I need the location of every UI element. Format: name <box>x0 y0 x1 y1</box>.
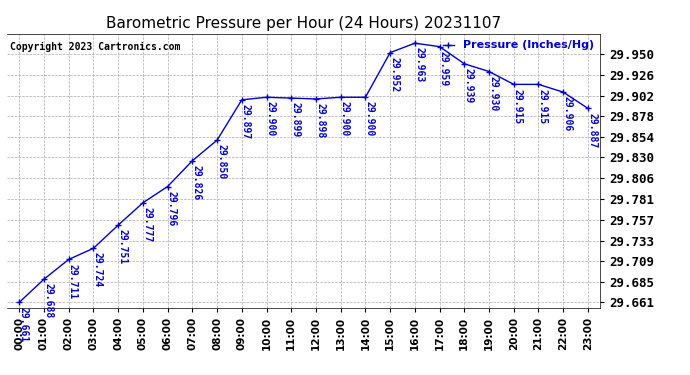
Text: 29.898: 29.898 <box>315 103 325 138</box>
Text: 29.959: 29.959 <box>439 51 449 86</box>
Pressure (Inches/Hg) <box>362 95 370 99</box>
Pressure (Inches/Hg) <box>262 95 270 99</box>
Text: 29.900: 29.900 <box>340 101 350 136</box>
Pressure (Inches/Hg) <box>386 50 394 55</box>
Text: 29.751: 29.751 <box>117 229 128 264</box>
Pressure (Inches/Hg) <box>237 98 246 102</box>
Pressure (Inches/Hg) <box>510 82 518 87</box>
Pressure (Inches/Hg) <box>15 300 23 304</box>
Pressure (Inches/Hg) <box>460 62 469 66</box>
Legend: Pressure (Inches/Hg): Pressure (Inches/Hg) <box>438 36 598 55</box>
Pressure (Inches/Hg) <box>114 223 122 227</box>
Pressure (Inches/Hg) <box>213 138 221 142</box>
Pressure (Inches/Hg) <box>485 69 493 74</box>
Pressure (Inches/Hg) <box>411 41 419 45</box>
Pressure (Inches/Hg) <box>188 159 197 163</box>
Text: 29.900: 29.900 <box>266 101 276 136</box>
Text: 29.688: 29.688 <box>43 284 53 319</box>
Pressure (Inches/Hg) <box>164 184 172 189</box>
Text: 29.661: 29.661 <box>19 306 28 342</box>
Pressure (Inches/Hg) <box>65 257 73 262</box>
Text: 29.899: 29.899 <box>290 102 300 138</box>
Text: 29.906: 29.906 <box>562 96 573 132</box>
Text: 29.897: 29.897 <box>241 104 251 139</box>
Pressure (Inches/Hg) <box>40 277 48 281</box>
Text: 29.711: 29.711 <box>68 264 78 299</box>
Pressure (Inches/Hg) <box>559 90 567 94</box>
Text: 29.777: 29.777 <box>142 207 152 242</box>
Text: 29.915: 29.915 <box>513 88 523 124</box>
Text: 29.796: 29.796 <box>167 190 177 226</box>
Text: 29.963: 29.963 <box>414 47 424 82</box>
Pressure (Inches/Hg) <box>435 44 444 49</box>
Text: 29.930: 29.930 <box>489 76 498 111</box>
Text: 29.826: 29.826 <box>192 165 201 200</box>
Text: 29.939: 29.939 <box>464 68 473 103</box>
Pressure (Inches/Hg) <box>89 246 97 250</box>
Pressure (Inches/Hg) <box>139 201 147 205</box>
Text: 29.900: 29.900 <box>364 101 375 136</box>
Text: 29.724: 29.724 <box>92 252 103 288</box>
Line: Pressure (Inches/Hg): Pressure (Inches/Hg) <box>17 40 591 305</box>
Pressure (Inches/Hg) <box>584 106 592 111</box>
Pressure (Inches/Hg) <box>337 95 345 99</box>
Pressure (Inches/Hg) <box>287 96 295 100</box>
Text: 29.887: 29.887 <box>587 112 597 148</box>
Title: Barometric Pressure per Hour (24 Hours) 20231107: Barometric Pressure per Hour (24 Hours) … <box>106 16 501 31</box>
Pressure (Inches/Hg) <box>534 82 542 87</box>
Text: 29.915: 29.915 <box>538 88 548 124</box>
Text: Copyright 2023 Cartronics.com: Copyright 2023 Cartronics.com <box>10 42 180 52</box>
Text: 29.952: 29.952 <box>389 57 400 92</box>
Pressure (Inches/Hg) <box>312 97 320 101</box>
Text: 29.850: 29.850 <box>216 144 226 180</box>
